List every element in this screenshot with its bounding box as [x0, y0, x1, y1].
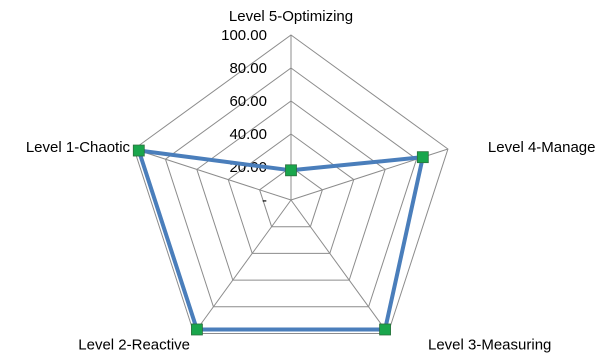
- axis-label-2: Level 3-Measuring: [428, 336, 551, 353]
- radar-grid: [133, 34, 449, 334]
- axis-label-0: Level 5-Optimizing: [229, 8, 353, 25]
- grid-ring-1: [259, 166, 323, 228]
- data-point-1: [416, 151, 429, 164]
- grid-ring-5: [133, 34, 449, 334]
- data-point-4: [132, 144, 145, 157]
- tick-label-0: -: [262, 192, 267, 209]
- series-line-0: [136, 148, 425, 332]
- axis-label-4: Level 1-Chaotic: [26, 139, 131, 156]
- grid-ring-4: [164, 67, 418, 308]
- grid-spoke-4: [133, 148, 292, 201]
- grid-spoke-3: [193, 199, 292, 334]
- tick-label-5: 100.00: [221, 27, 267, 44]
- axis-label-1: Level 4-Managed: [488, 139, 595, 156]
- grid-ring-2: [227, 133, 355, 254]
- data-point-2: [379, 323, 391, 336]
- data-point-0: [285, 164, 297, 177]
- tick-label-4: 80.00: [229, 60, 267, 77]
- grid-spoke-2: [290, 199, 389, 334]
- data-point-3: [191, 323, 203, 336]
- axis-label-3: Level 2-Reactive: [78, 336, 190, 353]
- grid-ring-3: [196, 100, 386, 281]
- series-layer: [132, 144, 429, 336]
- tick-label-3: 60.00: [229, 93, 267, 110]
- axis-labels: Level 5-Optimizing Level 4-Managed Level 3…: [26, 8, 595, 353]
- tick-label-2: 40.00: [229, 126, 267, 143]
